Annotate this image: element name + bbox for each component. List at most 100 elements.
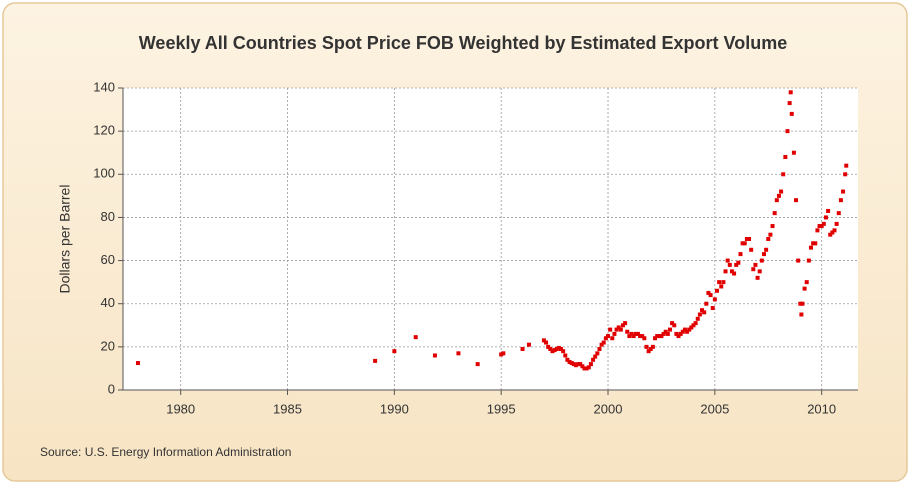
point [844,163,849,168]
point [135,361,140,366]
point [392,349,397,354]
point [727,262,732,267]
point [561,349,566,354]
point [708,293,713,298]
point [595,351,600,356]
point [623,321,628,326]
point [655,334,660,339]
point [830,230,835,235]
point [653,336,658,341]
point [779,189,784,194]
point [501,351,506,356]
point [685,329,690,334]
point [635,331,640,336]
point [610,336,615,341]
point [601,340,606,345]
point [618,327,623,332]
point [588,362,593,367]
y-tick-label: 80 [101,209,115,224]
point [670,321,675,326]
point [819,224,824,229]
point [556,345,561,350]
y-tick-label: 100 [93,166,115,181]
point [725,258,730,263]
point [736,260,741,265]
point [548,347,553,352]
x-tick-label: 1985 [273,401,302,416]
point [584,366,589,371]
y-axis-label: Dollars per Barrel [57,185,73,294]
y-tick-label: 40 [101,295,115,310]
point [749,247,754,252]
point [785,129,790,134]
point [432,353,437,358]
point [373,358,378,363]
point [563,353,568,358]
point [755,275,760,280]
point [770,224,775,229]
point [712,297,717,302]
point [798,301,803,306]
point [578,362,583,367]
point [680,329,685,334]
point [559,347,564,352]
point [648,347,653,352]
point [625,329,630,334]
point [603,336,608,341]
point [729,269,734,274]
point [704,301,709,306]
point [676,334,681,339]
point [661,331,666,336]
point [832,228,837,233]
point [808,245,813,250]
point [620,323,625,328]
point [774,198,779,203]
point [740,241,745,246]
point [806,258,811,263]
point [665,331,670,336]
point [794,198,799,203]
point [751,267,756,272]
point [710,306,715,311]
point [642,336,647,341]
point [796,258,801,263]
y-tick-label: 20 [101,338,115,353]
point [802,286,807,291]
point [768,232,773,237]
point [772,211,777,216]
x-tick-label: 2005 [700,401,729,416]
point [742,241,747,246]
chart-title: Weekly All Countries Spot Price FOB Weig… [139,33,787,53]
point [813,241,818,246]
point [554,347,559,352]
point [629,331,634,336]
point [475,362,480,367]
point [499,352,504,357]
point [569,361,574,366]
point [789,111,794,116]
point [719,284,724,289]
point [644,344,649,349]
point [599,342,604,347]
point [791,150,796,155]
point [687,327,692,332]
point [788,90,793,95]
x-tick-label: 1980 [166,401,195,416]
point [659,334,664,339]
point [657,334,662,339]
point [580,364,585,369]
point [550,349,555,354]
point [826,208,831,213]
point [761,252,766,257]
point [821,221,826,226]
point [638,334,643,339]
point [787,101,792,106]
y-tick-label: 120 [93,123,115,138]
point [565,357,570,362]
point [586,365,591,370]
point [593,354,598,359]
point [631,334,636,339]
point [841,189,846,194]
point [717,280,722,285]
point [744,237,749,241]
